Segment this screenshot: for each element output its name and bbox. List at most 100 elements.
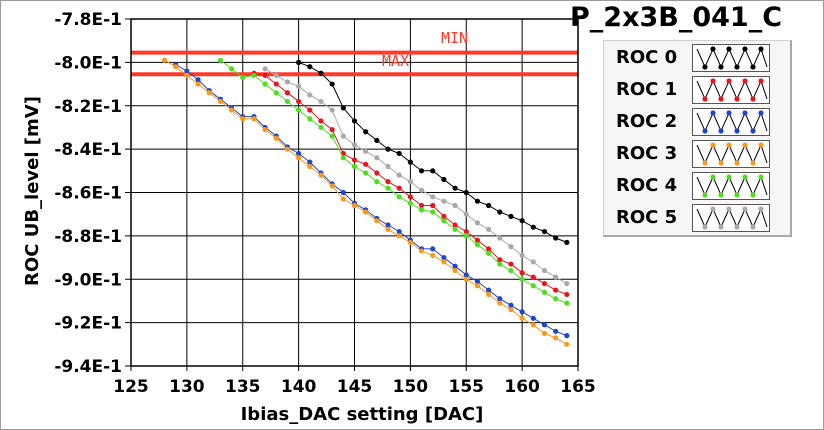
data-point-roc-2 bbox=[195, 77, 201, 83]
data-point-roc-0 bbox=[374, 137, 380, 144]
data-point-roc-0 bbox=[418, 168, 425, 174]
data-point-roc-1 bbox=[530, 274, 536, 280]
data-point-roc-4 bbox=[329, 133, 335, 139]
legend-swatch-marker bbox=[750, 64, 756, 70]
data-point-roc-1 bbox=[329, 127, 335, 133]
legend-swatch-marker bbox=[718, 64, 724, 70]
data-point-roc-1 bbox=[374, 170, 380, 176]
data-point-roc-0 bbox=[318, 70, 324, 76]
data-point-roc-4 bbox=[351, 163, 358, 170]
data-point-roc-0 bbox=[407, 159, 413, 165]
data-point-roc-4 bbox=[385, 185, 391, 191]
data-point-roc-3 bbox=[553, 335, 559, 341]
data-point-roc-1 bbox=[519, 270, 525, 276]
legend-swatch bbox=[692, 44, 770, 72]
legend-swatch-marker bbox=[742, 206, 748, 212]
x-tick-label: 165 bbox=[560, 377, 596, 397]
data-point-roc-3 bbox=[206, 90, 212, 96]
data-point-roc-3 bbox=[564, 341, 570, 347]
data-point-roc-1 bbox=[497, 257, 503, 263]
data-point-roc-0 bbox=[463, 189, 469, 196]
data-point-roc-4 bbox=[340, 155, 346, 161]
legend-item-roc-5: ROC 5 bbox=[604, 204, 790, 232]
legend-swatch-marker bbox=[734, 224, 740, 230]
legend-label: ROC 1 bbox=[616, 79, 678, 100]
legend-swatch-marker bbox=[734, 128, 740, 134]
legend-swatch-marker bbox=[702, 128, 708, 134]
data-point-roc-2 bbox=[296, 150, 302, 157]
data-point-roc-3 bbox=[340, 196, 346, 202]
data-point-roc-0 bbox=[363, 129, 369, 135]
y-axis-label: ROC UB_level [mV] bbox=[22, 96, 43, 286]
data-point-roc-4 bbox=[217, 57, 223, 63]
data-point-roc-1 bbox=[541, 280, 548, 287]
data-point-roc-5 bbox=[351, 142, 358, 148]
data-point-roc-4 bbox=[430, 209, 436, 215]
x-tick-label: 150 bbox=[393, 377, 429, 397]
data-point-roc-3 bbox=[240, 116, 246, 122]
legend-swatch-marker bbox=[726, 110, 732, 116]
data-point-roc-1 bbox=[430, 202, 436, 209]
data-point-roc-0 bbox=[553, 235, 559, 241]
legend-swatch-marker bbox=[718, 224, 724, 230]
data-point-roc-3 bbox=[508, 307, 514, 313]
y-tick-label: -8.6E-1 bbox=[54, 184, 122, 204]
x-tick-label: 155 bbox=[449, 377, 485, 397]
legend-swatch-marker bbox=[750, 160, 756, 166]
data-point-roc-4 bbox=[251, 72, 257, 78]
data-point-roc-2 bbox=[508, 302, 514, 308]
data-point-roc-1 bbox=[284, 90, 291, 96]
data-point-roc-4 bbox=[240, 74, 246, 81]
data-point-roc-3 bbox=[307, 163, 313, 170]
data-point-roc-2 bbox=[340, 189, 346, 196]
data-point-roc-2 bbox=[530, 315, 536, 321]
data-point-roc-1 bbox=[351, 157, 358, 163]
data-point-roc-2 bbox=[307, 159, 313, 165]
legend-swatch-marker bbox=[742, 110, 748, 116]
data-point-roc-5 bbox=[519, 252, 525, 258]
data-point-roc-2 bbox=[463, 272, 469, 278]
data-point-roc-5 bbox=[418, 187, 425, 193]
data-point-roc-1 bbox=[363, 161, 369, 167]
legend-label: ROC 0 bbox=[616, 47, 678, 68]
data-point-roc-1 bbox=[296, 98, 302, 105]
x-tick-label: 130 bbox=[169, 377, 205, 397]
data-point-roc-2 bbox=[430, 246, 436, 252]
data-point-roc-3 bbox=[296, 155, 302, 161]
data-point-roc-4 bbox=[228, 66, 235, 72]
legend-swatch-marker bbox=[734, 192, 740, 198]
legend-swatch bbox=[692, 76, 770, 104]
legend-swatch bbox=[692, 204, 770, 232]
data-point-roc-2 bbox=[385, 222, 391, 228]
data-point-roc-1 bbox=[452, 222, 458, 228]
legend-swatch-marker bbox=[718, 128, 724, 134]
data-point-roc-1 bbox=[396, 185, 402, 191]
data-point-roc-2 bbox=[541, 322, 548, 328]
legend-swatch-marker bbox=[742, 174, 748, 180]
legend-swatch-marker bbox=[702, 192, 708, 198]
legend-swatch-line bbox=[696, 79, 768, 101]
data-point-roc-4 bbox=[497, 261, 503, 267]
legend-swatch-marker bbox=[702, 64, 708, 70]
data-point-roc-5 bbox=[262, 66, 268, 72]
data-point-roc-2 bbox=[564, 333, 570, 339]
data-point-roc-1 bbox=[486, 246, 492, 252]
data-point-roc-3 bbox=[541, 330, 548, 337]
y-tick-label: -7.8E-1 bbox=[54, 10, 122, 30]
data-point-roc-4 bbox=[564, 300, 570, 306]
data-point-roc-5 bbox=[407, 179, 413, 185]
data-point-roc-3 bbox=[351, 202, 358, 209]
data-point-roc-3 bbox=[329, 183, 335, 189]
legend-swatch-marker bbox=[726, 142, 732, 148]
data-point-roc-1 bbox=[407, 194, 413, 200]
data-point-roc-0 bbox=[519, 218, 525, 224]
data-point-roc-5 bbox=[318, 98, 324, 105]
y-tick-label: -8.4E-1 bbox=[54, 140, 122, 160]
data-point-roc-5 bbox=[508, 244, 514, 250]
data-point-roc-4 bbox=[530, 283, 536, 289]
y-tick-label: -9.4E-1 bbox=[54, 357, 122, 377]
legend-swatch-graphic bbox=[696, 142, 768, 166]
data-point-roc-1 bbox=[385, 179, 391, 185]
data-point-roc-5 bbox=[497, 235, 503, 241]
data-point-roc-3 bbox=[217, 98, 223, 105]
